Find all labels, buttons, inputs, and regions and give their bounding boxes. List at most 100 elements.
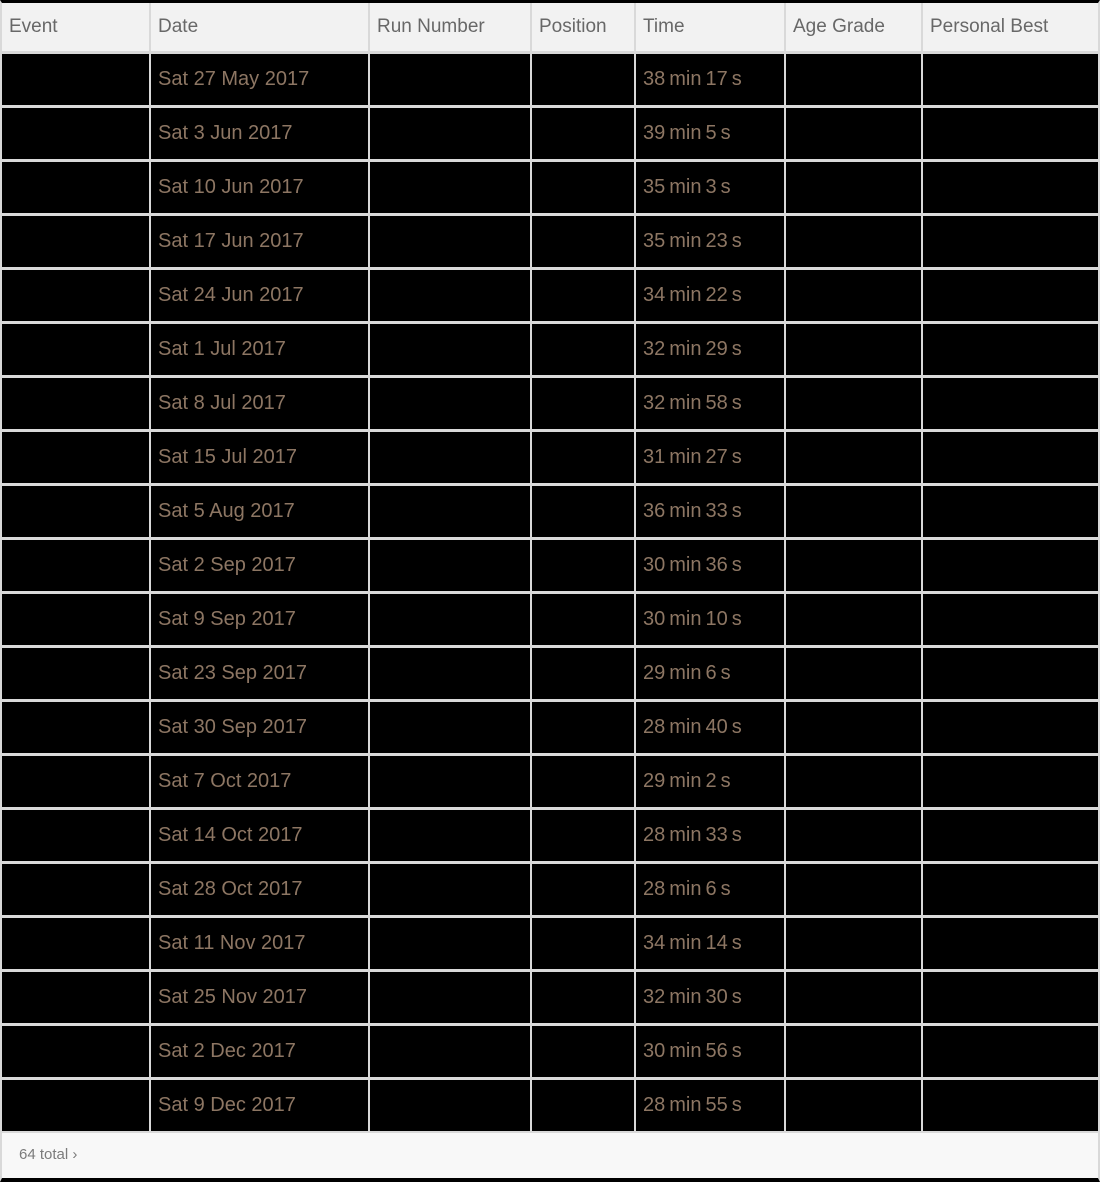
cell-age_grade	[784, 699, 923, 756]
table-body: Sat 27 May 2017 38 min 17 s Sat 3 Jun 2017…	[2, 51, 1098, 1133]
cell-run_number	[368, 753, 532, 810]
cell-age_grade	[784, 807, 923, 864]
cell-position	[530, 969, 636, 1026]
cell-time: 39 min 5 s	[634, 105, 786, 162]
cell-time: 29 min 2 s	[634, 753, 786, 810]
cell-run_number	[368, 969, 532, 1026]
cell-date: Sat 30 Sep 2017	[149, 699, 370, 756]
cell-personal_best	[921, 267, 1098, 324]
cell-position	[530, 537, 636, 594]
cell-personal_best	[921, 213, 1098, 270]
cell-time: 36 min 33 s	[634, 483, 786, 540]
cell-position	[530, 753, 636, 810]
cell-position	[530, 159, 636, 216]
table-row: Sat 3 Jun 2017 39 min 5 s	[2, 105, 1098, 162]
cell-position	[530, 267, 636, 324]
cell-date: Sat 2 Sep 2017	[149, 537, 370, 594]
cell-run_number	[368, 1023, 532, 1080]
cell-event	[2, 375, 151, 432]
total-count-label: 64 total	[19, 1146, 69, 1163]
cell-position	[530, 645, 636, 702]
cell-date: Sat 3 Jun 2017	[149, 105, 370, 162]
column-header-personal_best: Personal Best	[921, 3, 1098, 54]
cell-time: 35 min 3 s	[634, 159, 786, 216]
cell-age_grade	[784, 537, 923, 594]
cell-personal_best	[921, 375, 1098, 432]
cell-time: 32 min 29 s	[634, 321, 786, 378]
cell-event	[2, 699, 151, 756]
cell-time: 32 min 30 s	[634, 969, 786, 1026]
cell-time: 38 min 17 s	[634, 51, 786, 108]
cell-age_grade	[784, 483, 923, 540]
cell-age_grade	[784, 753, 923, 810]
cell-date: Sat 11 Nov 2017	[149, 915, 370, 972]
cell-date: Sat 1 Jul 2017	[149, 321, 370, 378]
table-row: Sat 24 Jun 2017 34 min 22 s	[2, 267, 1098, 324]
cell-age_grade	[784, 861, 923, 918]
cell-event	[2, 159, 151, 216]
cell-date: Sat 2 Dec 2017	[149, 1023, 370, 1080]
cell-position	[530, 483, 636, 540]
cell-age_grade	[784, 645, 923, 702]
cell-personal_best	[921, 591, 1098, 648]
cell-age_grade	[784, 321, 923, 378]
cell-date: Sat 5 Aug 2017	[149, 483, 370, 540]
cell-event	[2, 1023, 151, 1080]
cell-event	[2, 51, 151, 108]
cell-time: 28 min 6 s	[634, 861, 786, 918]
table-row: Sat 9 Dec 2017 28 min 55 s	[2, 1077, 1098, 1133]
cell-time: 30 min 36 s	[634, 537, 786, 594]
cell-personal_best	[921, 807, 1098, 864]
cell-date: Sat 7 Oct 2017	[149, 753, 370, 810]
cell-age_grade	[784, 159, 923, 216]
table-row: Sat 27 May 2017 38 min 17 s	[2, 51, 1098, 108]
cell-time: 28 min 40 s	[634, 699, 786, 756]
cell-personal_best	[921, 753, 1098, 810]
cell-position	[530, 915, 636, 972]
cell-time: 32 min 58 s	[634, 375, 786, 432]
cell-event	[2, 105, 151, 162]
cell-position	[530, 375, 636, 432]
cell-personal_best	[921, 1077, 1098, 1133]
column-header-position: Position	[530, 3, 636, 54]
cell-run_number	[368, 699, 532, 756]
cell-event	[2, 645, 151, 702]
cell-position	[530, 699, 636, 756]
table-row: Sat 2 Dec 2017 30 min 56 s	[2, 1023, 1098, 1080]
cell-time: 29 min 6 s	[634, 645, 786, 702]
cell-age_grade	[784, 1023, 923, 1080]
cell-personal_best	[921, 159, 1098, 216]
cell-position	[530, 429, 636, 486]
cell-date: Sat 25 Nov 2017	[149, 969, 370, 1026]
total-results-link[interactable]: 64 total ›	[19, 1146, 77, 1163]
cell-position	[530, 213, 636, 270]
cell-time: 28 min 33 s	[634, 807, 786, 864]
cell-time: 28 min 55 s	[634, 1077, 786, 1133]
cell-personal_best	[921, 321, 1098, 378]
table-row: Sat 23 Sep 2017 29 min 6 s	[2, 645, 1098, 702]
cell-age_grade	[784, 429, 923, 486]
cell-personal_best	[921, 483, 1098, 540]
cell-run_number	[368, 429, 532, 486]
table-row: Sat 5 Aug 2017 36 min 33 s	[2, 483, 1098, 540]
cell-run_number	[368, 159, 532, 216]
cell-age_grade	[784, 105, 923, 162]
cell-event	[2, 429, 151, 486]
table-row: Sat 25 Nov 2017 32 min 30 s	[2, 969, 1098, 1026]
cell-personal_best	[921, 699, 1098, 756]
cell-date: Sat 24 Jun 2017	[149, 267, 370, 324]
cell-position	[530, 861, 636, 918]
cell-time: 30 min 10 s	[634, 591, 786, 648]
cell-position	[530, 321, 636, 378]
chevron-right-icon: ›	[72, 1146, 78, 1163]
cell-event	[2, 969, 151, 1026]
cell-date: Sat 8 Jul 2017	[149, 375, 370, 432]
results-table: Event Date Run Number Position Time Age Grade…	[2, 3, 1098, 1133]
cell-position	[530, 105, 636, 162]
cell-event	[2, 753, 151, 810]
table-row: Sat 14 Oct 2017 28 min 33 s	[2, 807, 1098, 864]
table-row: Sat 7 Oct 2017 29 min 2 s	[2, 753, 1098, 810]
cell-run_number	[368, 915, 532, 972]
header-row: Event Date Run Number Position Time Age Grade…	[2, 3, 1098, 54]
